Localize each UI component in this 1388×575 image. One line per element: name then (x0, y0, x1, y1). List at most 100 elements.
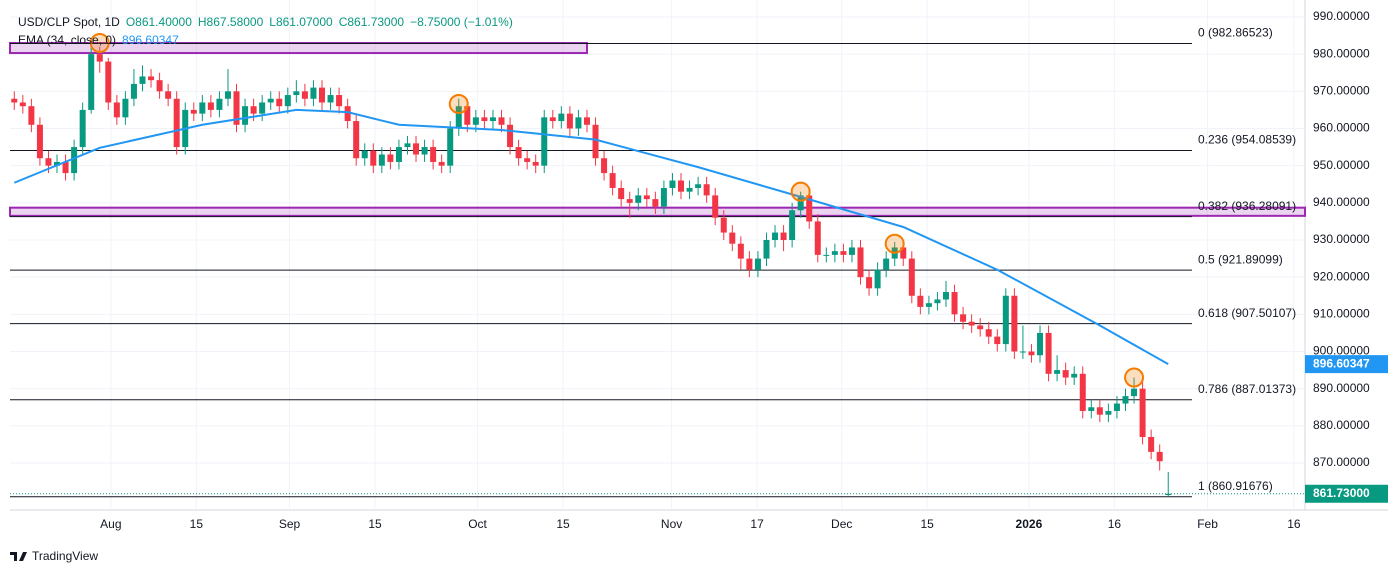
candle-body (857, 247, 864, 278)
x-tick-label: 15 (556, 517, 570, 531)
highlight-marker (790, 181, 811, 202)
candle-body (780, 232, 787, 241)
candle-body (472, 117, 479, 125)
ema-price-label: 896.60347 (1313, 356, 1370, 370)
brand-name: TradingView (32, 549, 98, 563)
candle-body (746, 258, 753, 270)
candle-body (327, 95, 334, 103)
x-tick-label: Aug (100, 517, 121, 531)
candle-body (370, 150, 377, 166)
x-tick-label: 15 (190, 517, 204, 531)
zone (9, 42, 588, 55)
candle-body (1088, 407, 1095, 411)
candle-body (344, 106, 351, 122)
candle-body (1037, 332, 1044, 356)
candle-body (413, 143, 420, 155)
x-tick-label: Feb (1197, 517, 1218, 531)
fib-label: 0.382 (936.28091) (1198, 199, 1296, 213)
candle-body (156, 80, 163, 92)
candle-body (105, 61, 112, 103)
candle-body (908, 258, 915, 296)
candle-body (883, 258, 890, 270)
last-price-label: 861.73000 (1313, 486, 1370, 500)
y-tick-label: 990.00000 (1313, 9, 1370, 23)
highlight-marker (89, 33, 110, 54)
legend-symbol: USD/CLP Spot, 1D (18, 15, 120, 29)
candle-body (960, 314, 967, 322)
brand-logo: TradingView (10, 549, 98, 563)
candle-body (336, 95, 343, 107)
candle-body (985, 329, 992, 337)
candle-body (1019, 351, 1026, 353)
candle-body (1028, 351, 1035, 356)
fib-label: 0.786 (887.01373) (1198, 382, 1296, 396)
candle-body (720, 217, 727, 233)
candle-body (1096, 407, 1103, 415)
candle-body (310, 87, 317, 99)
candle-body (507, 124, 514, 148)
candle-body (592, 124, 599, 159)
candle-body (618, 187, 625, 200)
y-tick-label: 890.00000 (1313, 381, 1370, 395)
candle-body (575, 117, 582, 129)
candle-body (660, 187, 667, 207)
candle-body (1054, 370, 1061, 374)
candle-body (626, 199, 633, 203)
legend-low: L861.07000 (269, 15, 333, 29)
candle-body (806, 195, 813, 222)
fib-label: 0.236 (954.08539) (1198, 133, 1296, 147)
x-tick-label: Nov (661, 517, 682, 531)
candle-body (173, 98, 180, 148)
candle-body (652, 199, 659, 207)
candle-body (250, 106, 257, 114)
x-tick-label: 16 (1287, 517, 1301, 531)
candle-body (54, 161, 61, 166)
candle-body (823, 254, 830, 256)
candle-body (866, 277, 873, 289)
candle-body (609, 173, 616, 188)
logo-icon (10, 552, 27, 561)
candle-body (515, 147, 522, 159)
candle-body (199, 102, 206, 114)
candle-body (583, 117, 590, 125)
candle-body (712, 195, 719, 218)
candle-body (1045, 332, 1052, 374)
y-tick-label: 930.00000 (1313, 232, 1370, 246)
candle-body (71, 147, 78, 174)
candle-body (900, 247, 907, 259)
candle-body (430, 147, 437, 162)
candle-body (259, 102, 266, 114)
x-tick-label: Dec (831, 517, 852, 531)
candle-body (541, 117, 548, 166)
candle-body (643, 195, 650, 200)
candle-body (267, 98, 274, 103)
candle-body (62, 161, 69, 174)
candle-body (301, 91, 308, 99)
ema-legend-name: EMA (34, close, 0) (18, 33, 116, 47)
candle-body (122, 98, 129, 118)
candle-body (601, 158, 608, 174)
candle-body (233, 91, 240, 125)
y-tick-label: 950.00000 (1313, 158, 1370, 172)
y-tick-label: 910.00000 (1313, 307, 1370, 321)
candle-body (421, 147, 428, 155)
ema-legend-value: 896.60347 (122, 33, 179, 47)
candle-body (678, 180, 685, 192)
fib-label: 1 (860.91676) (1198, 479, 1273, 493)
candle-body (1113, 403, 1120, 411)
candle-body (88, 54, 95, 110)
candle-body (276, 98, 283, 107)
candle-body (1062, 370, 1069, 378)
candle-body (729, 232, 736, 244)
zone (9, 206, 1306, 217)
candle-body (763, 240, 770, 259)
candle-body (139, 76, 146, 84)
x-tick-label: Sep (279, 517, 301, 531)
candle-body (1165, 493, 1172, 495)
candle-body (874, 269, 881, 289)
candle-body (1071, 373, 1078, 378)
legend-high: H867.58000 (198, 15, 264, 29)
candle-body (772, 232, 779, 241)
candle-body (148, 76, 155, 81)
